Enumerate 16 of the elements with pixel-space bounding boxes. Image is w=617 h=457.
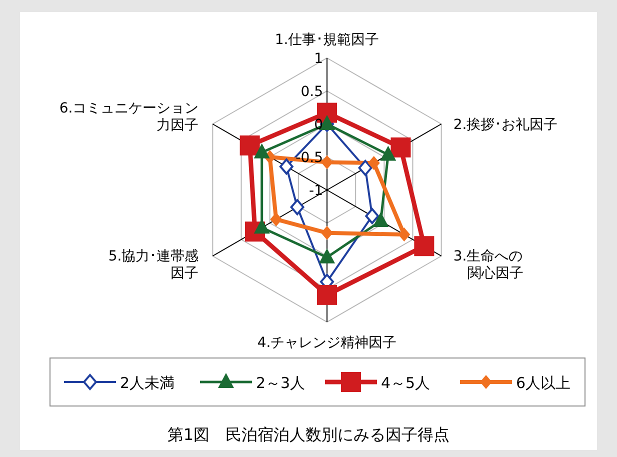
spoke-label: 4.チャレンジ精神因子 [257,335,397,351]
spoke-label: 1.仕事･規範因子 [274,32,380,48]
legend-label: 6人以上 [516,374,571,392]
y-tick-label: -1 [309,183,323,199]
spoke-label: 3.生命への関心因子 [453,248,524,282]
spoke-label: 2.挨拶･お礼因子 [453,117,558,133]
spoke-label: 5.協力･連帯感因子 [108,248,199,282]
y-tick-label: 0.5 [300,84,323,100]
y-tick-label: 0 [314,117,323,133]
legend-label: 2～3人 [256,374,306,392]
spoke-label: 6.コミュニケーション力因子 [59,100,199,134]
legend-label: 2人未満 [120,374,175,392]
y-tick-label: 1 [314,51,323,67]
y-tick-label: -0.5 [296,150,323,166]
text: 第1図 民泊宿泊人数別にみる因子得点 [167,425,450,444]
legend-label: 4～5人 [381,374,430,392]
